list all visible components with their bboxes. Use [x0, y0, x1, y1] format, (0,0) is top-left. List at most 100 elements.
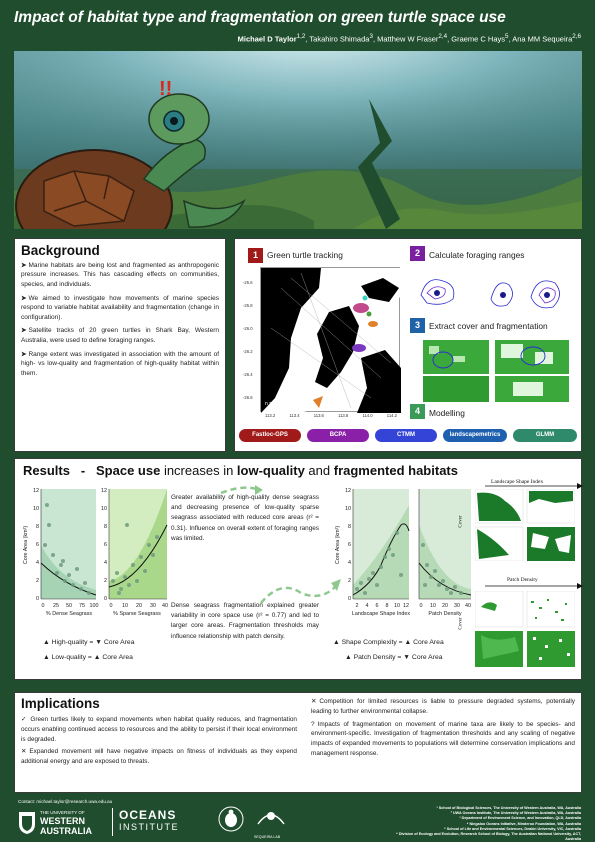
author-list: Michael D Taylor1,2, Takahiro Shimada3, …	[238, 33, 581, 44]
sequeira-lab-logo: SEQUEIRA LAB	[254, 804, 294, 839]
step-1-label: Green turtle tracking	[267, 250, 343, 260]
legend-low-quality: ▲ Low-quality = ▲ Core Area	[43, 654, 133, 661]
plot-dense-seagrass: 12 10 8 6 4 2 0 0 25 50 75 100 % Dense S…	[23, 488, 99, 617]
svg-text:Landscape Shape Index: Landscape Shape Index	[352, 611, 410, 617]
exclamation-marks: !!	[159, 78, 172, 100]
foraging-range-plots	[420, 279, 560, 309]
implications-title: Implications	[21, 696, 100, 711]
svg-text:2: 2	[348, 578, 351, 584]
pill-fastloc-gps: Fastloc-GPS	[239, 429, 301, 442]
svg-text:0: 0	[110, 603, 113, 609]
svg-text:12: 12	[345, 488, 351, 494]
affiliations: ¹ School of Biological Sciences, The Uni…	[396, 806, 581, 842]
turtle-logo-icon	[218, 806, 244, 832]
svg-text:0: 0	[348, 596, 351, 602]
map-n-label: n = 20	[265, 401, 280, 407]
implication-right-1: ✕ Competition for limited resources is li…	[311, 698, 575, 715]
legend-patch-density: ▲ Patch Density = ▼ Core Area	[345, 654, 443, 661]
background-title: Background	[21, 243, 100, 258]
svg-text:Core Area (km²): Core Area (km²)	[23, 526, 29, 565]
svg-text:6: 6	[36, 542, 39, 548]
svg-text:12: 12	[403, 603, 409, 609]
pill-bcpa: BCPA	[307, 429, 369, 442]
underwater-scene: !!	[14, 51, 582, 229]
legend-shape-complexity: ▲ Shape Complexity = ▲ Core Area	[333, 639, 444, 646]
implications-left: ✓ Green turtles likely to expand movement…	[21, 715, 297, 770]
svg-text:4: 4	[348, 560, 351, 566]
implication-right-2: ? Impacts of fragmentation on movement of…	[311, 720, 575, 757]
lsi-cover-label: Cover	[458, 515, 464, 528]
cross-icon: ✕	[21, 748, 27, 756]
svg-text:6: 6	[348, 542, 351, 548]
background-text: ➤ Marine habitats are being lost and frag…	[21, 261, 219, 382]
arrow-decor	[220, 485, 341, 604]
svg-text:30: 30	[150, 603, 156, 609]
uwa-logo: THE UNIVERSITY OF WESTERN AUSTRALIA	[18, 808, 110, 836]
header: Impact of habitat type and fragmentation…	[0, 0, 595, 50]
svg-text:6: 6	[376, 603, 379, 609]
question-icon: ?	[311, 720, 315, 728]
lsi-arrow	[485, 483, 583, 489]
step-3-number: 3	[410, 318, 425, 333]
svg-text:10: 10	[345, 506, 351, 512]
svg-text:2: 2	[104, 578, 107, 584]
svg-text:12: 12	[101, 488, 107, 494]
svg-text:50: 50	[66, 603, 72, 609]
step-3-label: Extract cover and fragmentation	[429, 321, 548, 331]
author-3: , Matthew W Fraser	[372, 34, 439, 44]
author-4-sup: 5	[505, 33, 509, 40]
author-4: , Graeme C Hays	[447, 34, 506, 44]
plot-patch-density: 0 10 20 30 40 Patch Density	[418, 489, 472, 617]
svg-text:8: 8	[36, 524, 39, 530]
map-lon-ticks: 113.2 113.4 113.6 113.8 114.0 114.2	[265, 413, 397, 418]
author-2: , Takahiro Shimada	[305, 34, 370, 44]
background-bullet-3: ➤ Satellite tracks of 20 green turtles in…	[21, 327, 219, 344]
svg-text:0: 0	[36, 596, 39, 602]
background-bullet-2: ➤ We aimed to investigate how movements o…	[21, 294, 219, 321]
svg-text:75: 75	[79, 603, 85, 609]
svg-text:10: 10	[430, 603, 436, 609]
sequeira-lab-icon	[257, 812, 285, 825]
step-4-number: 4	[410, 404, 425, 419]
step-2-label: Calculate foraging ranges	[429, 250, 525, 260]
author-lead-sup: 1,2	[296, 33, 306, 40]
svg-text:0: 0	[104, 596, 107, 602]
implication-left-2: ✕ Expanded movement will have negative im…	[21, 748, 297, 766]
svg-text:6: 6	[104, 542, 107, 548]
pill-ctmm: CTMM	[375, 429, 437, 442]
lsi-cover-maps	[475, 489, 575, 561]
results-title: Results - Space use increases in low-qua…	[23, 463, 458, 478]
svg-text:Patch Density: Patch Density	[428, 611, 462, 617]
svg-text:10: 10	[394, 603, 400, 609]
svg-text:4: 4	[104, 560, 107, 566]
svg-text:10: 10	[33, 506, 39, 512]
svg-text:30: 30	[454, 603, 460, 609]
check-icon: ✓	[21, 716, 28, 723]
author-5-sup: 2,6	[572, 33, 581, 40]
author-2-sup: 3	[369, 33, 373, 40]
plot-landscape-shape-index: 12 10 8 6 4 2 0 2 4 6 8 10 12 Landscape …	[335, 488, 410, 617]
pd-cover-maps	[475, 591, 575, 667]
svg-text:12: 12	[33, 488, 39, 494]
svg-text:% Dense Seagrass: % Dense Seagrass	[46, 611, 92, 617]
cross-icon: ✕	[311, 698, 317, 705]
svg-text:4: 4	[366, 603, 369, 609]
poster-title: Impact of habitat type and fragmentation…	[14, 9, 506, 26]
svg-text:0: 0	[42, 603, 45, 609]
uwa-crest-icon	[19, 812, 35, 834]
contact-email: Contact: michael.taylor@research.uwa.edu…	[18, 799, 113, 804]
pd-cover-label: Cover	[458, 617, 464, 630]
svg-text:4: 4	[36, 560, 39, 566]
svg-text:20: 20	[442, 603, 448, 609]
hero-image: !!	[14, 51, 582, 229]
legend-high-quality: ▲ High-quality = ▼ Core Area	[43, 639, 135, 646]
lsi-cover-title: Landscape Shape Index	[491, 479, 544, 485]
svg-text:Core Area (km²): Core Area (km²)	[335, 526, 341, 565]
pill-landscapemetrics: landscapemetrics	[443, 429, 507, 442]
implications-right: ✕ Competition for limited resources is li…	[311, 697, 575, 762]
pill-glmm: GLMM	[513, 429, 577, 442]
shark-bay-map: n = 20	[260, 267, 401, 413]
map-lat-ticks: -25.6 -25.8 -26.0 -26.2 -26.4 -26.6	[243, 280, 253, 400]
svg-text:8: 8	[386, 603, 389, 609]
svg-text:2: 2	[36, 578, 39, 584]
